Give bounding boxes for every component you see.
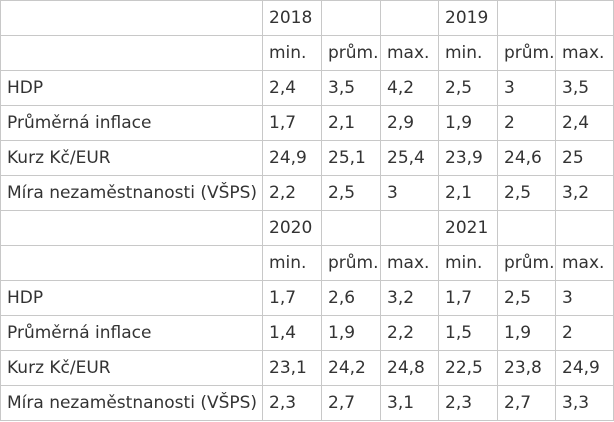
table-cell: 2,5 (438, 70, 498, 106)
year-header-row: 2020 2021 (0, 210, 614, 246)
table-row: Kurz Kč/EUR 24,9 25,1 25,4 23,9 24,6 25 (0, 140, 614, 176)
row-label: Průměrná inflace (0, 105, 263, 141)
table-cell: 2,5 (497, 280, 556, 316)
table-cell: 23,8 (497, 350, 556, 386)
empty-cell (555, 210, 614, 246)
table-cell: 2,5 (321, 175, 381, 211)
table-cell: 3,5 (555, 70, 614, 106)
stat-header-cell: prům. (497, 245, 556, 281)
year-header-row: 2018 2019 (0, 0, 614, 36)
stat-header-cell: max. (555, 245, 614, 281)
table-cell: 2,1 (438, 175, 498, 211)
table-cell: 1,5 (438, 315, 498, 351)
table-row: Míra nezaměstnanosti (VŠPS) 2,3 2,7 3,1 … (0, 385, 614, 421)
table-cell: 1,4 (262, 315, 322, 351)
stat-header-cell: min. (438, 35, 498, 71)
stat-header-cell: max. (380, 245, 439, 281)
row-label: Průměrná inflace (0, 315, 263, 351)
table-cell: 2,9 (380, 105, 439, 141)
table-cell: 23,9 (438, 140, 498, 176)
year-header-cell: 2021 (438, 210, 498, 246)
table-row: Průměrná inflace 1,7 2,1 2,9 1,9 2 2,4 (0, 105, 614, 141)
table-cell: 2,5 (497, 175, 556, 211)
table-cell: 2 (555, 315, 614, 351)
table-cell: 2,4 (262, 70, 322, 106)
table-cell: 3,1 (380, 385, 439, 421)
table-cell: 22,5 (438, 350, 498, 386)
empty-cell (321, 0, 381, 36)
table-cell: 24,6 (497, 140, 556, 176)
table-cell: 3 (555, 280, 614, 316)
empty-cell (497, 210, 556, 246)
table-cell: 1,9 (438, 105, 498, 141)
table-cell: 1,7 (262, 105, 322, 141)
empty-corner-cell (0, 0, 263, 36)
table-cell: 2,2 (262, 175, 322, 211)
table-cell: 3 (497, 70, 556, 106)
stat-header-cell: prům. (321, 245, 381, 281)
stat-header-cell: min. (262, 35, 322, 71)
row-label: Kurz Kč/EUR (0, 350, 263, 386)
table-cell: 1,9 (321, 315, 381, 351)
table-cell: 3,2 (380, 280, 439, 316)
empty-label-cell (0, 245, 263, 281)
table-cell: 25,4 (380, 140, 439, 176)
table-cell: 2,7 (321, 385, 381, 421)
table-cell: 24,2 (321, 350, 381, 386)
table-cell: 2,4 (555, 105, 614, 141)
table-cell: 25 (555, 140, 614, 176)
table-cell: 2,6 (321, 280, 381, 316)
table-cell: 4,2 (380, 70, 439, 106)
stat-header-cell: prům. (321, 35, 381, 71)
year-header-cell: 2019 (438, 0, 498, 36)
table-cell: 1,7 (262, 280, 322, 316)
row-label: Míra nezaměstnanosti (VŠPS) (0, 175, 263, 211)
empty-cell (380, 210, 439, 246)
table-row: Průměrná inflace 1,4 1,9 2,2 1,5 1,9 2 (0, 315, 614, 351)
table-cell: 3,5 (321, 70, 381, 106)
stat-header-row: min. prům. max. min. prům. max. (0, 35, 614, 71)
table-cell: 1,9 (497, 315, 556, 351)
stat-header-cell: prům. (497, 35, 556, 71)
table-cell: 2,2 (380, 315, 439, 351)
stat-header-row: min. prům. max. min. prům. max. (0, 245, 614, 281)
empty-corner-cell (0, 210, 263, 246)
table-cell: 2,1 (321, 105, 381, 141)
stat-header-cell: min. (438, 245, 498, 281)
table-cell: 2,7 (497, 385, 556, 421)
table-cell: 25,1 (321, 140, 381, 176)
empty-label-cell (0, 35, 263, 71)
table-cell: 3,2 (555, 175, 614, 211)
empty-cell (321, 210, 381, 246)
table-cell: 2,3 (262, 385, 322, 421)
table-cell: 3 (380, 175, 439, 211)
year-header-cell: 2020 (262, 210, 322, 246)
stat-header-cell: max. (380, 35, 439, 71)
empty-cell (380, 0, 439, 36)
table-row: HDP 2,4 3,5 4,2 2,5 3 3,5 (0, 70, 614, 106)
row-label: Míra nezaměstnanosti (VŠPS) (0, 385, 263, 421)
table-cell: 1,7 (438, 280, 498, 316)
table-cell: 2 (497, 105, 556, 141)
stat-header-cell: max. (555, 35, 614, 71)
table-row: HDP 1,7 2,6 3,2 1,7 2,5 3 (0, 280, 614, 316)
table-cell: 24,9 (262, 140, 322, 176)
row-label: HDP (0, 280, 263, 316)
table-cell: 2,3 (438, 385, 498, 421)
row-label: HDP (0, 70, 263, 106)
table-cell: 24,8 (380, 350, 439, 386)
table-cell: 23,1 (262, 350, 322, 386)
empty-cell (497, 0, 556, 36)
stat-header-cell: min. (262, 245, 322, 281)
year-header-cell: 2018 (262, 0, 322, 36)
table-row: Míra nezaměstnanosti (VŠPS) 2,2 2,5 3 2,… (0, 175, 614, 211)
empty-cell (555, 0, 614, 36)
row-label: Kurz Kč/EUR (0, 140, 263, 176)
table-cell: 3,3 (555, 385, 614, 421)
table-row: Kurz Kč/EUR 23,1 24,2 24,8 22,5 23,8 24,… (0, 350, 614, 386)
table-cell: 24,9 (555, 350, 614, 386)
